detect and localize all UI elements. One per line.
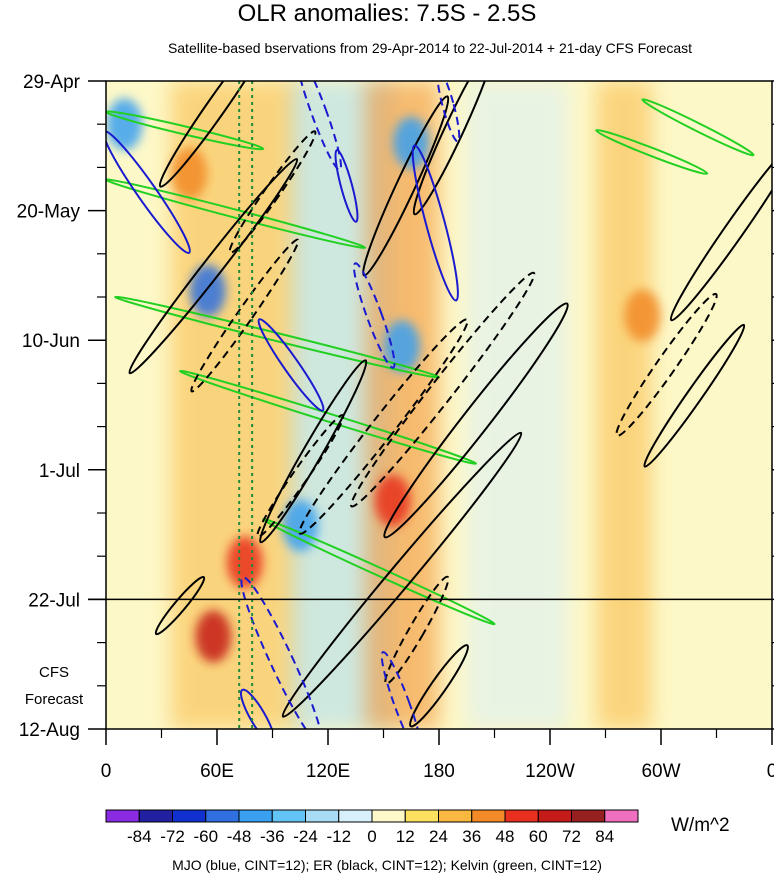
colorbar-swatch [305, 809, 340, 823]
colorbar-label: 0 [367, 827, 376, 846]
forecast-label-line1: CFS [39, 664, 69, 681]
colorbar-label: -60 [193, 827, 218, 846]
er-contour [259, 359, 368, 544]
mjo-contour [240, 576, 324, 729]
er-contour [190, 238, 300, 393]
y-tick-label: 10-Jun [22, 331, 80, 352]
x-tick-label: 120W [525, 761, 575, 782]
er-contour [350, 271, 536, 508]
colorbar-label: -72 [160, 827, 185, 846]
overlay-legend: MJO (blue, CINT=12); ER (black, CINT=12)… [172, 857, 602, 873]
er-contour [409, 644, 469, 728]
er-contour [281, 431, 523, 718]
anomaly-blob [195, 610, 232, 663]
colorbar-units: W/m^2 [671, 815, 730, 836]
x-tick-label: 60E [200, 761, 234, 782]
er-contour [383, 302, 569, 539]
colorbar-label: 48 [496, 827, 515, 846]
anomaly-band [596, 81, 652, 729]
mjo-contour [380, 651, 424, 729]
er-contour [643, 323, 746, 468]
y-tick-label: 29-Apr [23, 72, 81, 93]
y-tick-label: 12-Aug [19, 720, 80, 741]
colorbar-swatch [504, 809, 539, 823]
x-tick-label: 0 [767, 761, 774, 782]
colorbar-swatch [537, 809, 572, 823]
colorbar-label: -12 [326, 827, 351, 846]
mjo-contour [106, 130, 191, 254]
anomaly-blob [171, 147, 208, 200]
colorbar-label: 60 [529, 827, 548, 846]
er-contour [128, 158, 299, 375]
reference-lines [238, 81, 254, 729]
colorbar-label: -24 [293, 827, 318, 846]
er-contour [158, 81, 276, 188]
anomaly-blob [374, 474, 411, 527]
axes: 0 60E 120E 180 120W 60W 0 29-Apr 20-May 10-Jun 1-J… [17, 72, 774, 782]
x-tick-label: 180 [423, 761, 455, 782]
colorbar-label: -48 [227, 827, 252, 846]
er-contour [256, 414, 345, 538]
colorbar-label: -36 [260, 827, 285, 846]
er-contour [298, 318, 469, 535]
x-tick-label: 60W [641, 761, 680, 782]
mjo-contour [334, 149, 359, 223]
er-contour [669, 136, 772, 322]
er-contour [412, 81, 495, 216]
chart-subtitle: Satellite-based bservations from 29-Apr-… [167, 40, 693, 56]
y-tick-label: 20-May [17, 202, 81, 223]
colorbar-swatch [604, 809, 639, 823]
kelvin-contour [641, 98, 755, 157]
colorbar-swatch [571, 809, 606, 823]
anomaly-blob [393, 116, 430, 169]
anomaly-blob [106, 98, 143, 151]
x-tick-label: 0 [101, 761, 112, 782]
er-contour [154, 575, 206, 636]
kelvin-contour [106, 110, 265, 151]
colorbar-label: 72 [562, 827, 581, 846]
colorbar-label: 24 [429, 827, 448, 846]
x-tick-label: 120E [306, 761, 350, 782]
colorbar-swatch [471, 809, 506, 823]
forecast-label-line2: Forecast [24, 691, 84, 708]
mjo-contour [411, 144, 459, 302]
mjo-contour [295, 81, 342, 171]
mjo-contour [257, 318, 325, 412]
anomaly-band [466, 81, 569, 729]
kelvin-contour [595, 129, 709, 175]
y-tick-label: 22-Jul [28, 590, 80, 611]
wave-contours [106, 81, 772, 729]
chart-title: OLR anomalies: 7.5S - 2.5S [237, 0, 537, 27]
colorbar-swatch [105, 809, 140, 823]
colorbar-swatch [371, 809, 406, 823]
colorbar: -84 -72 -60 -48 -36 -24 -12 0 12 24 36 48 60 72 84 [105, 809, 639, 846]
er-contour [615, 292, 718, 437]
colorbar-swatch [404, 809, 439, 823]
colorbar-label: 12 [396, 827, 415, 846]
er-contour [384, 575, 450, 685]
mjo-contour [353, 262, 396, 369]
colorbar-swatch [172, 809, 207, 823]
colorbar-swatch [271, 809, 306, 823]
colorbar-swatch [438, 809, 473, 823]
colorbar-label: 36 [462, 827, 481, 846]
anomaly-field [106, 81, 661, 729]
anomaly-band [365, 81, 439, 729]
colorbar-swatch [205, 809, 240, 823]
er-contour [228, 130, 317, 254]
y-tick-label: 1-Jul [39, 461, 80, 482]
anomaly-blob [624, 289, 661, 342]
mjo-contour [436, 81, 461, 143]
colorbar-label: 84 [595, 827, 614, 846]
colorbar-label: -84 [127, 827, 152, 846]
anomaly-blob [226, 536, 263, 589]
colorbar-swatch [138, 809, 173, 823]
colorbar-swatch [238, 809, 273, 823]
colorbar-swatch [338, 809, 373, 823]
anomaly-blob [384, 320, 420, 373]
kelvin-contour [106, 178, 367, 249]
kelvin-contour [178, 369, 478, 465]
